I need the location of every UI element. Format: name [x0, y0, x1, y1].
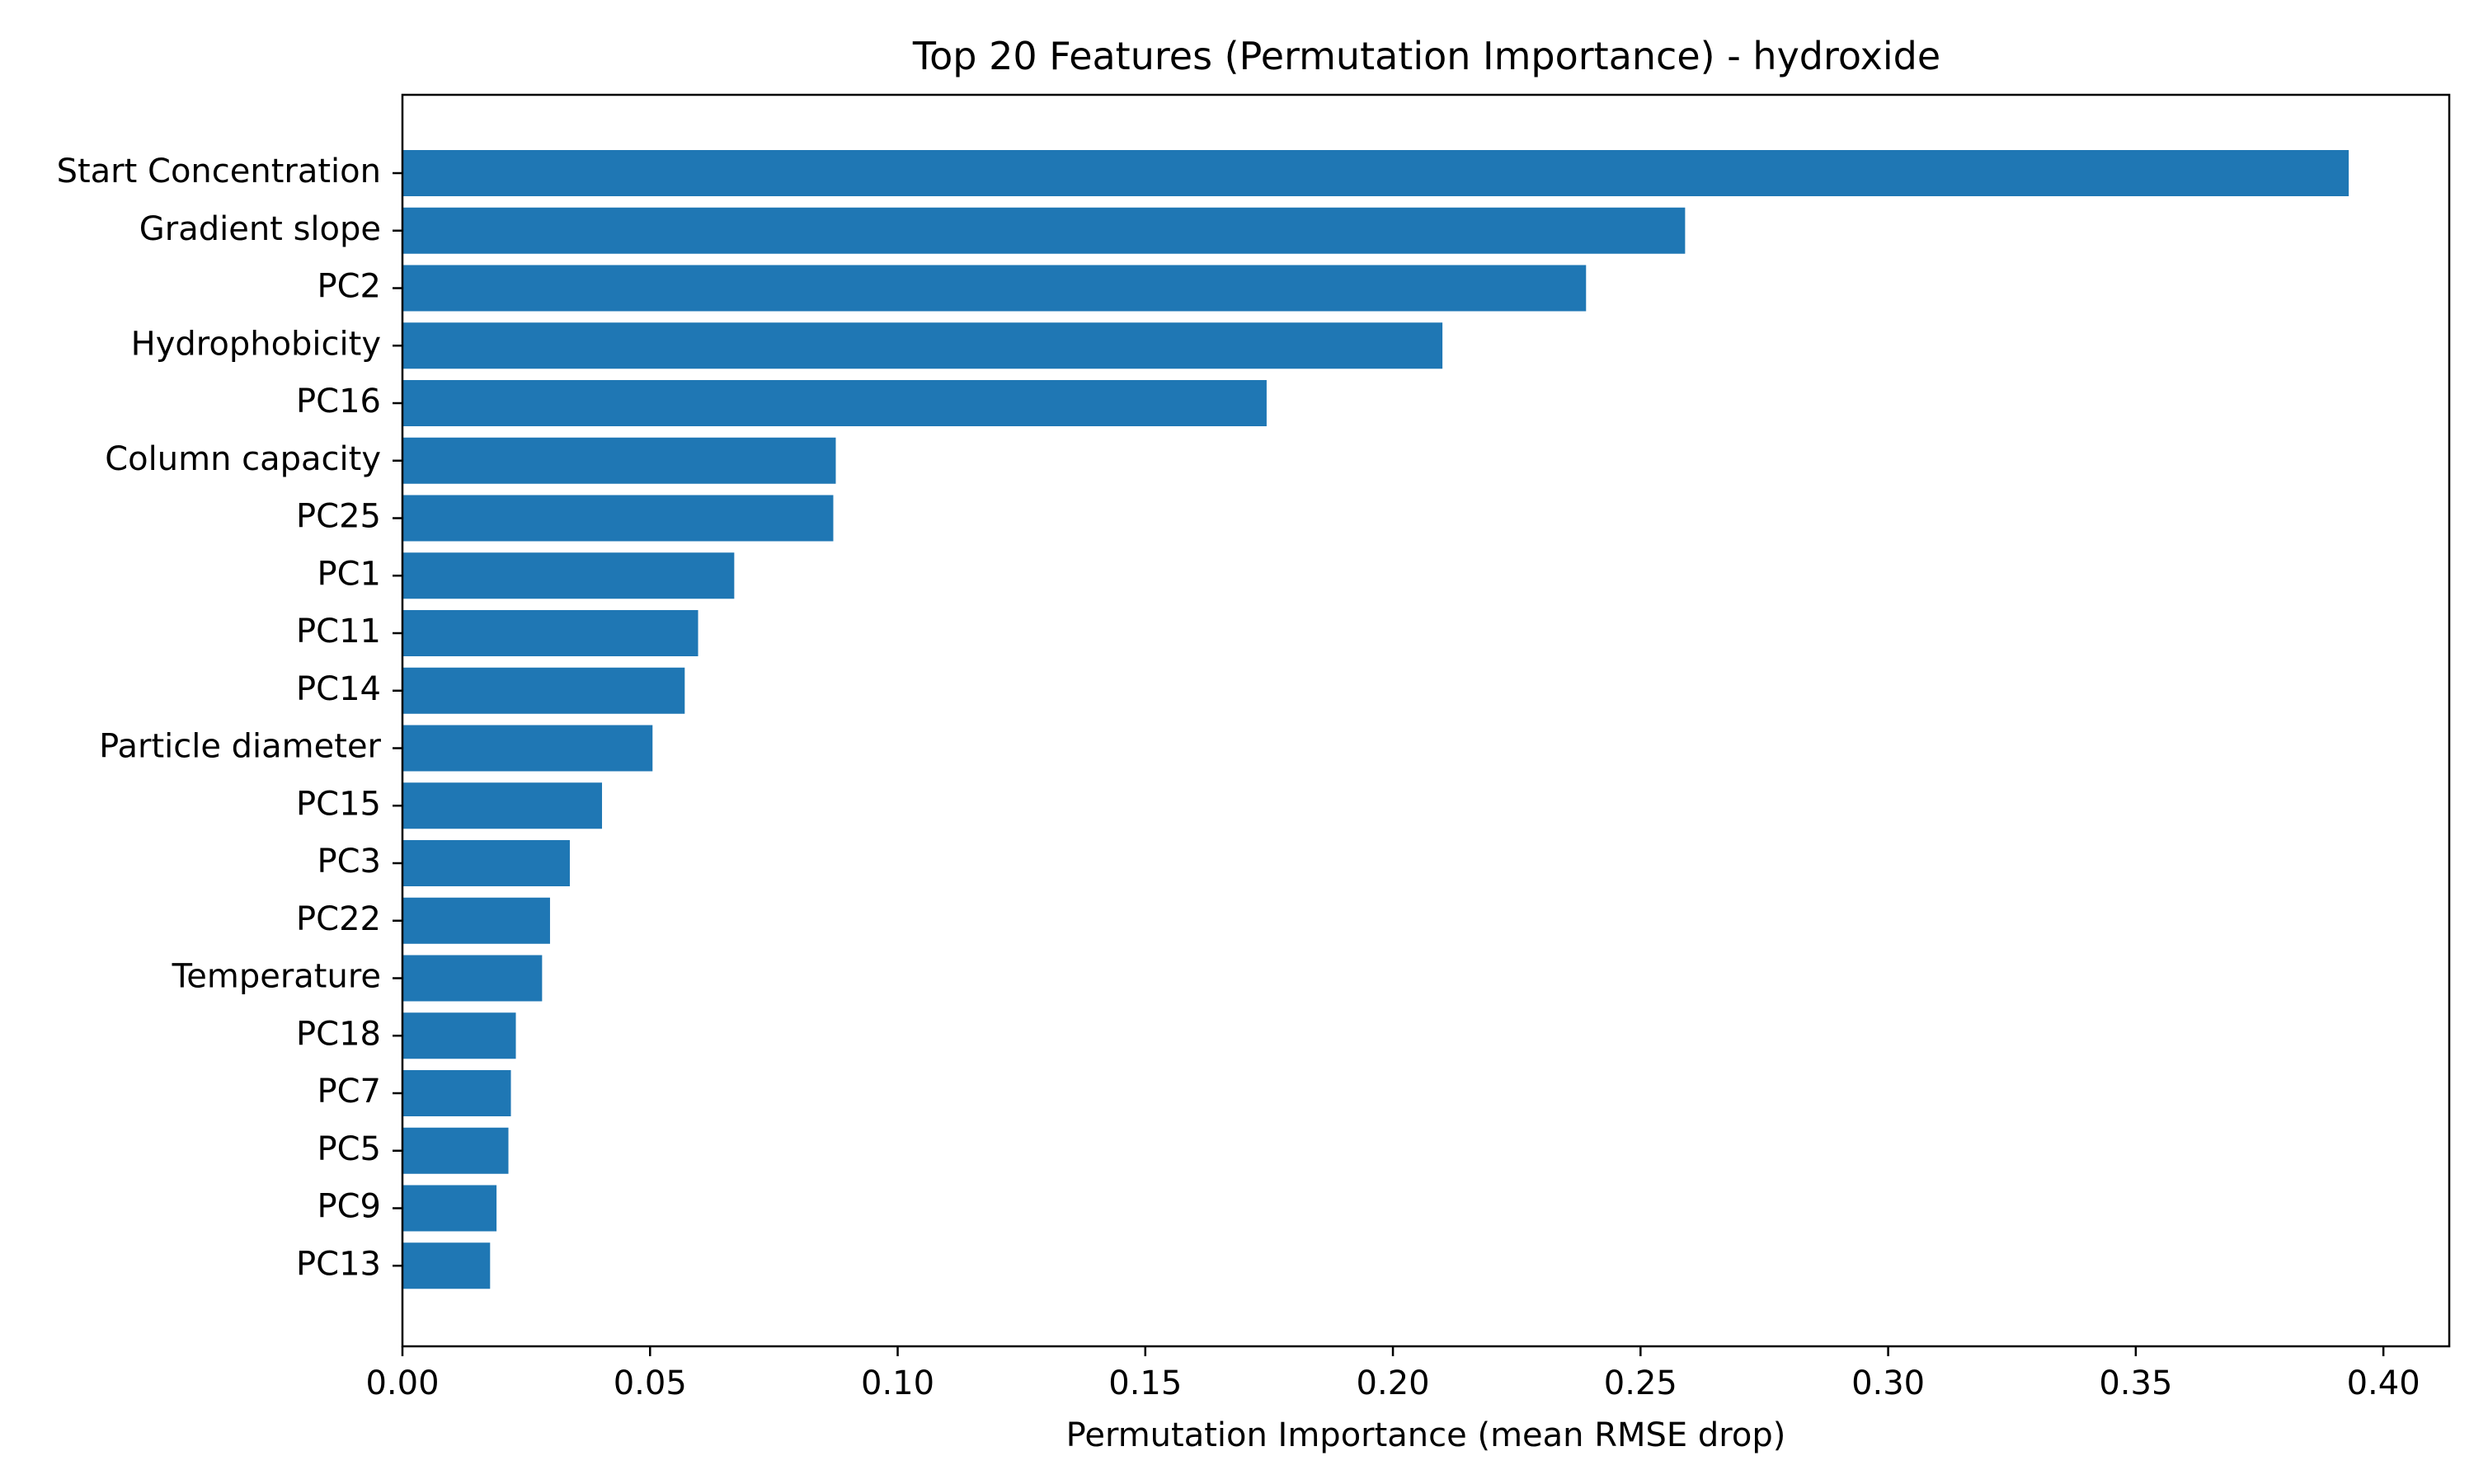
y-tick-label-7: PC1: [317, 555, 382, 593]
y-tick-label-17: PC5: [317, 1130, 382, 1168]
bar-2: [402, 265, 1587, 312]
x-axis-label: Permutation Importance (mean RMSE drop): [1066, 1416, 1786, 1454]
bar-4: [402, 380, 1267, 426]
bar-18: [402, 1185, 497, 1232]
y-tick-label-4: PC16: [296, 383, 381, 420]
x-tick-label-0: 0.00: [365, 1364, 439, 1402]
bar-15: [402, 1012, 516, 1059]
x-tick-label-7: 0.35: [2099, 1364, 2172, 1402]
y-tick-label-6: PC25: [296, 498, 381, 536]
y-tick-label-15: PC18: [296, 1015, 381, 1053]
y-tick-label-0: Start Concentration: [57, 153, 381, 190]
x-axis: 0.00 0.05 0.10 0.15 0.20 0.25 0.30 0.35 0.40: [365, 1346, 2420, 1402]
x-tick-label-3: 0.15: [1108, 1364, 1182, 1402]
x-tick-label-8: 0.40: [2347, 1364, 2420, 1402]
plot-frame: [401, 93, 2451, 1348]
y-tick-label-14: Temperature: [172, 958, 381, 996]
y-axis: Start Concentration Gradient slope PC2 Hydr…: [57, 153, 402, 1283]
bar-8: [402, 610, 698, 656]
bar-19: [402, 1242, 491, 1289]
bar-12: [402, 840, 570, 886]
x-tick-label-6: 0.30: [1851, 1364, 1925, 1402]
bar-10: [402, 725, 653, 772]
x-tick-label-2: 0.10: [861, 1364, 934, 1402]
bar-3: [402, 322, 1443, 369]
chart-title: Top 20 Features (Permutation Importance)…: [912, 34, 1940, 78]
y-tick-label-9: PC14: [296, 670, 381, 708]
x-tick-label-5: 0.25: [1604, 1364, 1677, 1402]
y-tick-label-3: Hydrophobicity: [131, 325, 381, 363]
bar-17: [402, 1127, 509, 1174]
y-tick-label-16: PC7: [317, 1073, 382, 1111]
bar-16: [402, 1070, 511, 1116]
x-tick-label-1: 0.05: [614, 1364, 687, 1402]
x-tick-label-4: 0.20: [1357, 1364, 1430, 1402]
bar-0: [402, 150, 2349, 196]
bar-13: [402, 897, 550, 944]
y-tick-label-5: Column capacity: [105, 440, 381, 478]
bar-5: [402, 437, 836, 484]
bar-14: [402, 955, 543, 1002]
y-tick-label-18: PC9: [317, 1188, 382, 1226]
y-tick-label-2: PC2: [317, 268, 382, 306]
bar-9: [402, 667, 685, 714]
y-tick-label-1: Gradient slope: [139, 210, 381, 248]
bars-group: [402, 150, 2349, 1289]
y-tick-label-19: PC13: [296, 1245, 381, 1283]
bar-6: [402, 495, 834, 542]
bar-1: [402, 207, 1686, 254]
y-tick-label-12: PC3: [317, 843, 382, 881]
y-tick-label-8: PC11: [296, 613, 381, 650]
y-tick-label-10: Particle diameter: [99, 728, 381, 766]
y-tick-label-11: PC15: [296, 785, 381, 823]
bar-11: [402, 782, 603, 829]
bar-7: [402, 552, 735, 599]
y-tick-label-13: PC22: [296, 900, 381, 938]
